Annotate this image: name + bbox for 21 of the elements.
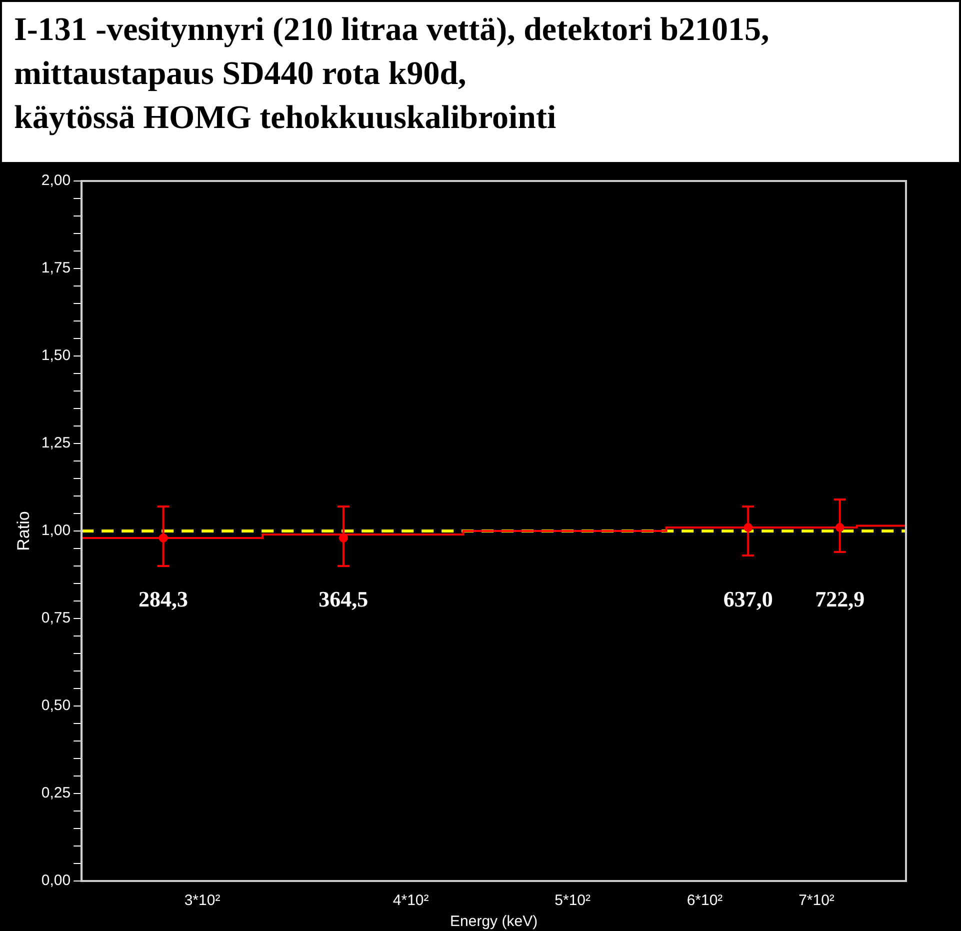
y-tick-label: 0,50: [41, 697, 71, 714]
annotation: 364,5: [318, 586, 368, 612]
x-axis-title: Energy (keV): [450, 913, 538, 930]
y-tick-label: 2,00: [41, 172, 71, 190]
x-tick-label: 5*10²: [554, 892, 590, 910]
annotation: 284,3: [138, 586, 188, 612]
y-tick-label: 1,75: [41, 260, 71, 277]
y-axis-title: Ratio: [14, 511, 33, 551]
annotation: 637,0: [723, 586, 773, 612]
annotation: 722,9: [815, 586, 865, 612]
y-tick-label: 1,00: [41, 522, 71, 540]
y-tick-label: 0,25: [41, 784, 71, 802]
y-tick-label: 0,75: [41, 610, 71, 627]
x-tick-label: 3*10²: [184, 892, 220, 910]
x-tick-label: 7*10²: [798, 892, 834, 910]
x-tick-label: 4*10²: [392, 892, 429, 910]
chart-title: I-131 -vesitynnyri (210 litraa vettä), detektori b21015, mittaustapaus SD440 rota k90d, käytössä HOMG tehokkuuskalibrointi: [0, 0, 961, 164]
text: 0,00: [41, 872, 71, 890]
y-tick-label: 1,50: [41, 347, 71, 364]
x-tick-label: 6*10²: [686, 892, 723, 910]
y-tick-label: 1,25: [41, 434, 71, 452]
